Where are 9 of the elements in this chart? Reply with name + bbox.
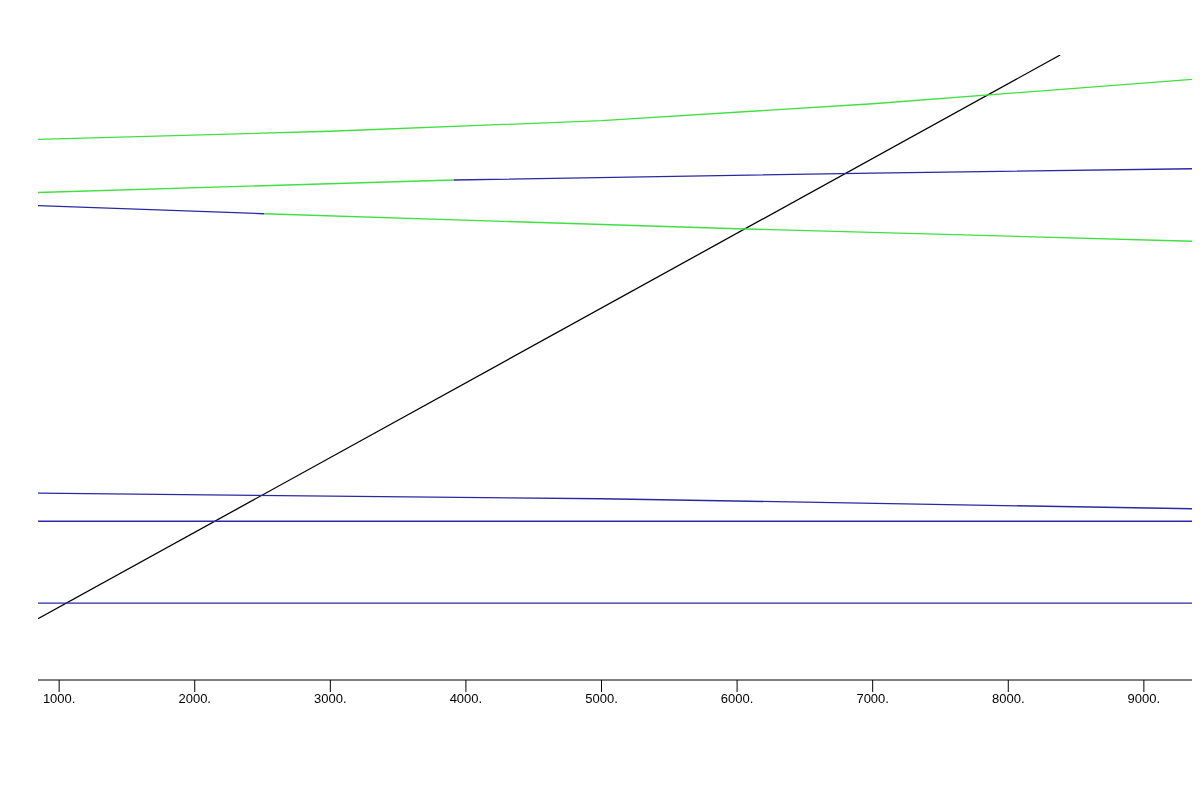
x-tick-label: 3000. [314, 691, 347, 707]
x-tick-label: 2000. [178, 691, 212, 707]
x-tick-label: 9000. [1127, 691, 1161, 707]
x-tick-label: 4000. [449, 691, 483, 707]
x-tick-label: 6000. [720, 691, 754, 707]
x-tick-label: 7000. [856, 691, 889, 707]
x-tick-label: 1000. [42, 691, 76, 707]
x-tick-label: 8000. [992, 691, 1025, 707]
x-tick-label: 5000. [585, 691, 618, 707]
